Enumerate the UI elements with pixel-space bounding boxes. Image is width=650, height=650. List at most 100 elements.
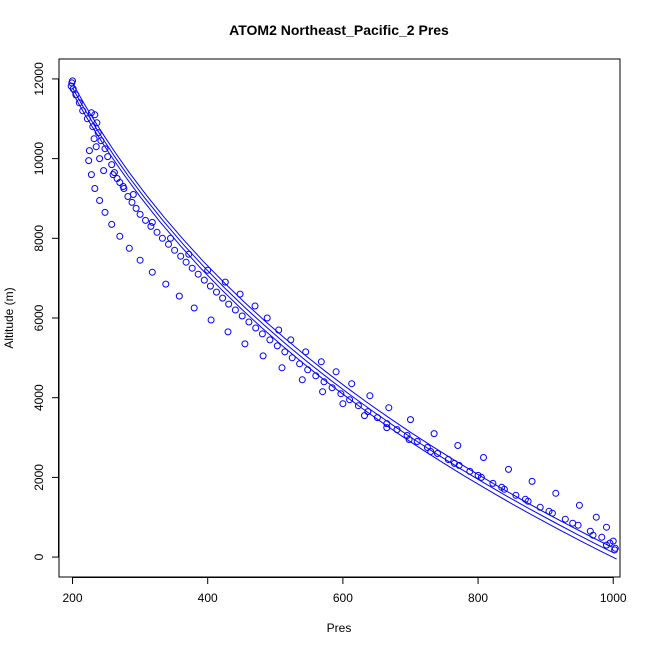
- data-point: [94, 129, 102, 137]
- data-point: [603, 523, 610, 531]
- data-point: [383, 420, 391, 428]
- data-point: [598, 533, 606, 541]
- data-point: [348, 380, 356, 388]
- series-line: [70, 89, 617, 560]
- data-point: [136, 256, 144, 264]
- data-point: [225, 300, 233, 308]
- data-point: [480, 454, 487, 461]
- data-point: [100, 167, 108, 175]
- data-point: [287, 336, 295, 344]
- data-point: [611, 546, 619, 554]
- data-point: [194, 270, 202, 278]
- data-point: [142, 216, 149, 224]
- data-point: [110, 169, 118, 177]
- data-point: [101, 208, 109, 216]
- y-tick-label: 0: [32, 553, 46, 560]
- data-point: [319, 388, 327, 396]
- y-tick-label: 2000: [32, 464, 46, 491]
- data-point: [275, 326, 283, 334]
- data-point: [251, 302, 259, 310]
- y-tick-label: 8000: [32, 225, 46, 252]
- y-tick-label: 6000: [32, 304, 46, 331]
- data-point: [288, 354, 296, 362]
- data-point: [83, 115, 91, 123]
- data-point: [182, 258, 190, 266]
- data-point: [90, 135, 98, 143]
- data-point: [569, 519, 577, 527]
- data-point: [72, 91, 80, 99]
- data-point: [101, 145, 109, 153]
- data-point: [489, 479, 497, 487]
- y-tick-label: 10000: [32, 142, 46, 176]
- data-point: [450, 459, 458, 467]
- data-point: [317, 358, 325, 366]
- data-point: [536, 503, 544, 511]
- data-point: [304, 366, 312, 374]
- data-point: [273, 342, 281, 350]
- data-point: [129, 191, 137, 198]
- data-point: [119, 183, 127, 190]
- data-point: [266, 336, 274, 344]
- data-point: [97, 137, 105, 145]
- data-point: [132, 204, 140, 212]
- data-point: [521, 495, 529, 503]
- x-axis-label: Pres: [327, 621, 352, 635]
- x-tick-label: 600: [333, 591, 353, 605]
- data-point: [96, 155, 104, 163]
- data-point: [498, 483, 506, 491]
- data-point: [207, 316, 215, 324]
- data-point: [609, 537, 617, 545]
- data-point: [153, 228, 161, 236]
- data-point: [177, 252, 185, 260]
- data-point: [434, 450, 441, 457]
- data-point: [75, 99, 83, 107]
- data-point: [548, 509, 556, 517]
- data-point: [346, 396, 354, 404]
- data-point: [337, 390, 345, 398]
- data-point: [296, 360, 304, 368]
- y-axis: 0 2000 4000 6000 8000 10000 12000: [32, 62, 59, 560]
- data-point: [165, 240, 172, 248]
- data-point: [552, 489, 560, 497]
- data-point: [393, 426, 401, 434]
- data-point: [219, 294, 227, 302]
- data-point: [175, 292, 183, 300]
- data-point: [213, 288, 220, 296]
- data-point: [93, 119, 101, 127]
- data-point: [373, 414, 381, 422]
- data-point: [405, 436, 413, 443]
- data-point: [167, 234, 174, 242]
- data-point: [104, 153, 112, 161]
- data-point: [87, 171, 95, 179]
- data-point: [263, 314, 271, 322]
- data-point: [91, 185, 99, 192]
- data-point: [592, 513, 600, 521]
- data-point: [204, 266, 212, 274]
- data-point: [128, 198, 136, 206]
- data-point: [455, 461, 463, 469]
- data-point: [224, 328, 232, 336]
- data-point: [430, 430, 438, 438]
- data-point: [512, 491, 520, 499]
- data-point: [147, 222, 155, 230]
- data-point: [252, 324, 260, 332]
- x-tick-label: 800: [468, 591, 488, 605]
- data-point: [206, 282, 214, 290]
- y-tick-label: 12000: [32, 62, 46, 96]
- data-point: [474, 471, 482, 479]
- data-point: [278, 364, 286, 372]
- data-point: [188, 264, 196, 272]
- data-point: [69, 85, 77, 93]
- data-points: [67, 77, 619, 554]
- data-point: [361, 412, 368, 420]
- x-tick-label: 400: [198, 591, 218, 605]
- data-point: [258, 330, 266, 338]
- data-point: [241, 340, 249, 348]
- data-point: [505, 465, 512, 473]
- data-point: [87, 109, 95, 117]
- data-point: [136, 210, 144, 218]
- data-point: [231, 306, 239, 314]
- data-point: [281, 348, 289, 356]
